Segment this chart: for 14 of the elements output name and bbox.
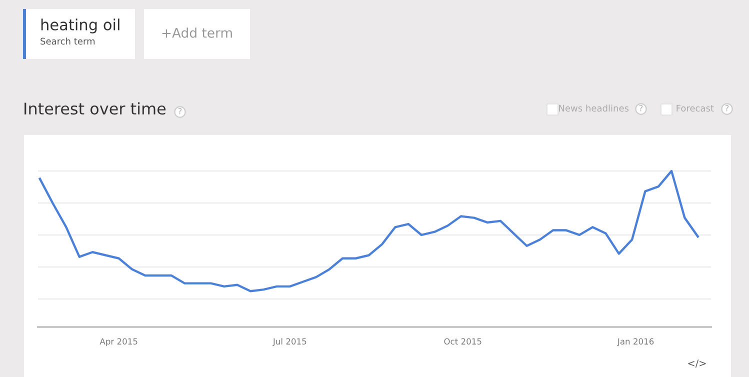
text: ? <box>178 108 182 114</box>
text: Forecast <box>676 104 714 112</box>
text: +Add term <box>162 28 232 38</box>
text: Search term <box>40 38 95 45</box>
chart-title: Interest over time <box>24 102 166 115</box>
x-tick-label: Apr 2015 <box>100 338 138 346</box>
text: ? <box>639 105 643 112</box>
text: News headlines <box>559 104 629 112</box>
x-tick-label: Oct 2015 <box>444 338 482 345</box>
text: heating oil <box>41 18 120 34</box>
text: ? <box>725 105 729 112</box>
x-tick-label: Jul 2015 <box>272 338 306 346</box>
text: </> <box>688 360 706 368</box>
x-tick-label: Jan 2016 <box>617 338 654 346</box>
